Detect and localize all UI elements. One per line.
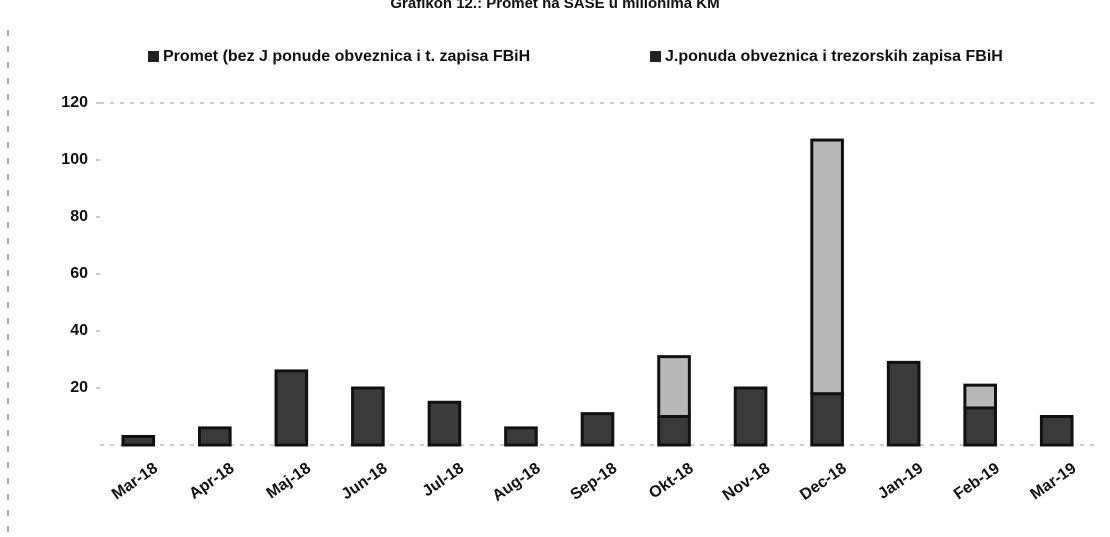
y-tick-label: 80 [70, 208, 88, 225]
y-tick-label: 120 [61, 94, 88, 111]
legend-label: J.ponuda obveznica i trezorskih zapisa F… [665, 48, 1003, 65]
y-tick-label: 100 [61, 151, 88, 168]
bar-segment [886, 360, 921, 447]
bar-segment [733, 386, 768, 447]
bar-segment [504, 426, 538, 447]
bar-segment [810, 392, 844, 447]
legend-swatch [650, 51, 661, 62]
chart-title: Grafikon 12.: Promet na SASE u milionima… [390, 0, 719, 12]
bar-segment [963, 406, 998, 447]
bar-segment [198, 426, 232, 447]
y-tick-label: 40 [70, 322, 88, 339]
bar-segment [657, 355, 691, 418]
y-tick-label: 60 [70, 265, 88, 282]
legend-swatch [148, 51, 159, 62]
y-tick-label: 20 [70, 379, 88, 396]
bar-segment [580, 412, 615, 447]
bar-segment [121, 434, 156, 447]
bar-segment [1039, 415, 1074, 447]
bar-segment [810, 138, 844, 396]
bar-segment [351, 386, 385, 447]
bar-segment [427, 400, 462, 447]
bar-segment [963, 383, 998, 410]
legend-label: Promet (bez J ponude obveznica i t. zapi… [163, 48, 530, 65]
bar-segment [657, 415, 691, 447]
bar-segment [274, 369, 309, 447]
